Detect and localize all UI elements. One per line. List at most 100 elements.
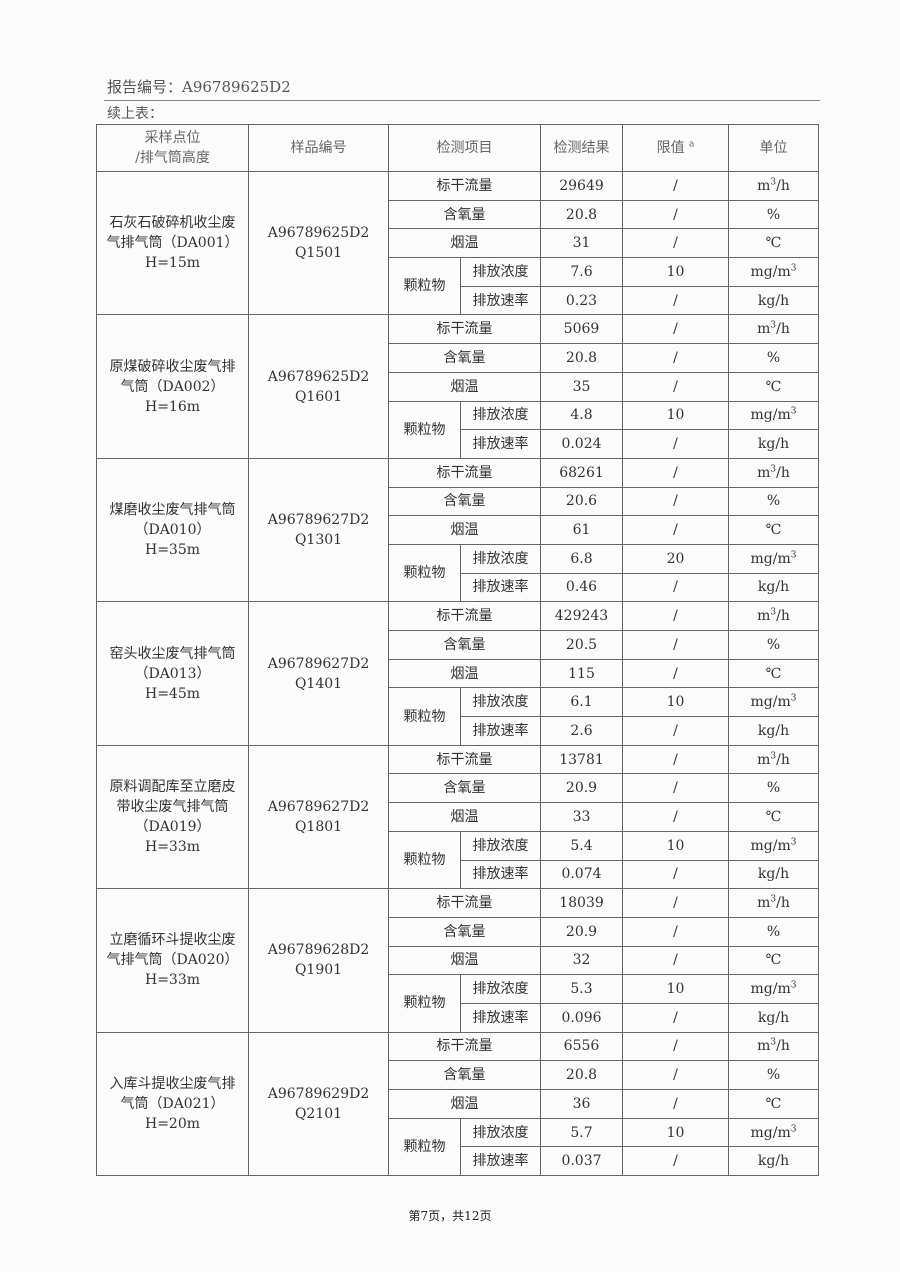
- unit-conc: mg/m3: [728, 543, 819, 574]
- col-location: 采样点位/排气筒高度: [96, 124, 249, 172]
- limit-value: /: [622, 371, 729, 402]
- report-number: 报告编号：A96789625D2: [107, 78, 291, 96]
- item-pm: 颗粒物: [388, 400, 461, 459]
- sample-id: A96789627D2 Q1801: [248, 744, 389, 890]
- location-line: 气排气筒（DA020）: [106, 952, 239, 969]
- unit-oxygen: %: [728, 630, 819, 660]
- result-value: 13781: [540, 744, 623, 775]
- table-row: 含氧量 20.9/%: [97, 773, 819, 804]
- item-temp: 烟温: [388, 371, 541, 402]
- table-row: 含氧量 20.8/%: [97, 343, 819, 373]
- unit-oxygen: %: [728, 486, 819, 517]
- col-unit: 单位: [728, 124, 819, 172]
- limit-value: /: [622, 343, 729, 373]
- limit-value: /: [622, 1002, 729, 1033]
- sample-id-line: Q1901: [294, 962, 343, 979]
- table-row: 烟温 31/℃: [97, 228, 819, 259]
- item-flow: 标干流量: [388, 1031, 541, 1062]
- item-temp: 烟温: [388, 1089, 541, 1119]
- item-conc: 排放浓度: [460, 400, 541, 431]
- result-value: 35: [540, 371, 623, 402]
- table-row: 排放速率 0.037/kg/h: [97, 1146, 819, 1177]
- unit-conc: mg/m3: [728, 830, 819, 861]
- item-conc: 排放浓度: [460, 687, 541, 718]
- result-value: 0.037: [540, 1146, 623, 1177]
- item-pm: 颗粒物: [388, 1117, 461, 1177]
- table-row: 排放速率 0.23/kg/h: [97, 285, 819, 316]
- item-oxygen: 含氧量: [388, 916, 541, 947]
- table-row: 排放速率 0.46/kg/h: [97, 572, 819, 603]
- table-row: 排放速率 0.074/kg/h: [97, 859, 819, 890]
- table-row: 排放速率 0.096/kg/h: [97, 1002, 819, 1033]
- unit-oxygen: %: [728, 343, 819, 373]
- result-value: 33: [540, 802, 623, 832]
- item-flow: 标干流量: [388, 314, 541, 345]
- result-value: 2.6: [540, 716, 623, 746]
- table-row: 立磨循环斗提收尘废 气排气筒（DA020） H=33m A96789628D2 Q190…: [96, 888, 819, 1033]
- unit-rate: kg/h: [728, 572, 819, 603]
- sample-id: A96789625D2 Q1601: [248, 314, 389, 459]
- col-item: 检测项目: [388, 124, 541, 172]
- col-limit-label: 限值: [656, 140, 685, 156]
- location-line: 立磨循环斗提收尘废: [109, 932, 236, 949]
- result-value: 29649: [540, 171, 623, 201]
- unit-temp: ℃: [728, 658, 819, 689]
- sample-id-line: A96789628D2: [267, 942, 370, 959]
- limit-value: /: [622, 515, 729, 545]
- limit-value: /: [622, 773, 729, 804]
- sampling-location: 立磨循环斗提收尘废 气排气筒（DA020） H=33m: [96, 888, 249, 1033]
- limit-footnote-mark: a: [689, 139, 695, 150]
- col-limit: 限值 a: [622, 124, 729, 172]
- limit-value: 10: [622, 400, 729, 431]
- table-row: 含氧量 20.6/%: [97, 486, 819, 517]
- item-flow: 标干流量: [388, 888, 541, 918]
- result-value: 18039: [540, 888, 623, 918]
- limit-value: /: [622, 859, 729, 890]
- limit-value: /: [622, 601, 729, 631]
- item-pm: 颗粒物: [388, 257, 461, 316]
- limit-value: /: [622, 1060, 729, 1090]
- result-value: 6.8: [540, 543, 623, 574]
- sampling-location: 煤磨收尘废气排气筒 （DA010） H=35m: [96, 457, 249, 603]
- unit-temp: ℃: [728, 802, 819, 832]
- table-row: 烟温 61/℃: [97, 515, 819, 545]
- unit-oxygen: %: [728, 1060, 819, 1090]
- limit-value: /: [622, 744, 729, 775]
- unit-flow: m3/h: [728, 171, 819, 201]
- result-value: 0.024: [540, 429, 623, 459]
- table-row: 石灰石破碎机收尘废 气排气筒（DA001） H=15m A96789625D2 Q150…: [96, 170, 819, 316]
- result-value: 20.5: [540, 630, 623, 660]
- location-line: H=35m: [144, 542, 201, 559]
- location-line: H=16m: [144, 398, 201, 415]
- result-value: 20.9: [540, 916, 623, 947]
- location-line: 石灰石破碎机收尘废: [109, 215, 236, 232]
- item-temp: 烟温: [388, 802, 541, 832]
- unit-conc: mg/m3: [728, 400, 819, 431]
- unit-flow: m3/h: [728, 888, 819, 918]
- table-row: 煤磨收尘废气排气筒 （DA010） H=35m A96789627D2 Q1301 标干流…: [96, 457, 819, 603]
- sampling-location: 原料调配库至立磨皮 带收尘废气排气筒 （DA019） H=33m: [96, 744, 249, 890]
- limit-value: /: [622, 658, 729, 689]
- table-row: 含氧量 20.8/%: [97, 1060, 819, 1090]
- item-flow: 标干流量: [388, 744, 541, 775]
- item-oxygen: 含氧量: [388, 486, 541, 517]
- table-row: 烟温 33/℃: [97, 802, 819, 832]
- unit-rate: kg/h: [728, 716, 819, 746]
- sample-id-line: Q2101: [294, 1105, 343, 1122]
- sample-id-line: A96789625D2: [267, 368, 370, 385]
- location-line: 带收尘废气排气筒: [116, 798, 229, 815]
- result-value: 20.9: [540, 773, 623, 804]
- unit-conc: mg/m3: [728, 1117, 819, 1148]
- sample-id-line: A96789627D2: [267, 798, 370, 815]
- result-value: 5.7: [540, 1117, 623, 1148]
- limit-value: 20: [622, 543, 729, 574]
- item-pm: 颗粒物: [388, 687, 461, 746]
- item-pm: 颗粒物: [388, 830, 461, 890]
- unit-oxygen: %: [728, 199, 819, 230]
- result-value: 20.6: [540, 486, 623, 517]
- result-value: 115: [540, 658, 623, 689]
- table-row: 含氧量 20.9/%: [97, 916, 819, 947]
- item-rate: 排放速率: [460, 572, 541, 603]
- unit-flow: m3/h: [728, 314, 819, 345]
- limit-value: /: [622, 429, 729, 459]
